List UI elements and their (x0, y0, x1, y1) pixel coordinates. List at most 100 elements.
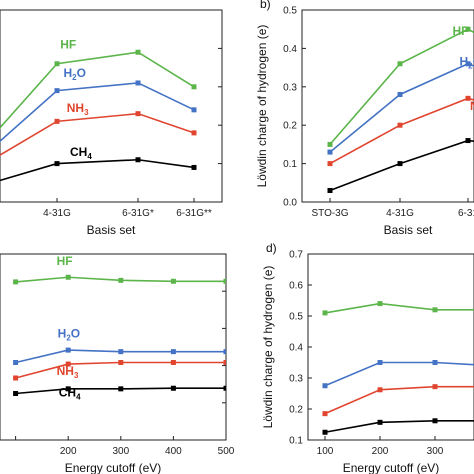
data-point-h2o (65, 347, 71, 353)
panel-3: 200 300 400 500 Energy cutoff (eV) HF H2O NH3 CH… (0, 253, 235, 474)
panel-2: 0.0 0.1 0.2 0.3 0.4 0.5 STO-3G 4-31G 6-31 Basis s… (255, 0, 474, 237)
data-point-nh3 (13, 375, 19, 381)
x-axis-title: Basis set (384, 223, 433, 237)
data-point-h2o (223, 349, 226, 355)
data-point-nh3 (322, 411, 328, 417)
series-line-hf (329, 28, 474, 145)
x-axis-title: Energy cutoff (eV) (343, 461, 440, 474)
series-line-nh3 (329, 97, 474, 165)
y-tick-label: 0.5 (289, 312, 303, 323)
series-label-h2o: H2O (460, 55, 474, 71)
y-tick-label: 0.2 (289, 405, 303, 416)
series-line-ch4 (329, 139, 474, 192)
series-label-hf: HF (60, 37, 76, 51)
x-tick-label: 6-31 (458, 208, 474, 219)
data-point-h2o (327, 149, 333, 155)
data-point-h2o (322, 383, 328, 389)
series-label-hf: HF (57, 254, 73, 268)
data-point-hf (223, 278, 226, 284)
x-tick-label: 100 (317, 446, 334, 457)
series-label-nh3: NH3 (57, 364, 79, 380)
data-point-hf (397, 61, 403, 67)
series-line-nh3 (0, 112, 195, 156)
data-point-hf (135, 49, 141, 55)
series-label-hf: HF (453, 24, 469, 38)
x-tick-label: 300 (112, 446, 129, 457)
data-point-nh3 (377, 387, 383, 393)
data-point-ch4 (465, 138, 471, 144)
data-point-ch4 (377, 419, 383, 425)
data-point-nh3 (54, 118, 60, 124)
data-point-ch4 (397, 161, 403, 167)
series-line-ch4 (0, 158, 195, 182)
series-label-nh3: NH3 (470, 99, 474, 115)
data-point-ch4 (65, 386, 71, 392)
plot-frame (301, 9, 474, 203)
data-point-ch4 (170, 385, 176, 391)
panel-1: 4-31G 6-31G* 6-31G** Basis set HF H2O NH3 CH4 (0, 9, 223, 237)
data-point-h2o (135, 80, 141, 86)
series-label-h2o: H2O (64, 66, 86, 82)
data-point-h2o (54, 88, 60, 94)
x-tick-label: 200 (372, 446, 389, 457)
y-tick-label: 0.6 (289, 281, 303, 292)
series-label-ch4: CH4 (70, 145, 92, 161)
x-axis-title: Basis set (87, 223, 136, 237)
data-point-ch4 (322, 429, 328, 435)
data-point-nh3 (191, 130, 197, 136)
x-tick-label: STO-3G (311, 208, 348, 219)
data-point-ch4 (13, 391, 19, 396)
data-point-hf (54, 61, 60, 67)
x-tick-label: 4-31G (43, 208, 71, 219)
data-point-hf (170, 278, 176, 284)
panel-label: d) (266, 241, 277, 255)
data-point-h2o (13, 360, 19, 365)
y-tick-label: 0.4 (289, 343, 303, 354)
data-point-h2o (432, 360, 438, 365)
x-axis-title: Energy cutoff (eV) (65, 461, 162, 474)
data-point-h2o (397, 91, 403, 97)
data-point-nh3 (465, 95, 471, 101)
data-point-h2o (377, 360, 383, 365)
data-point-ch4 (327, 187, 333, 193)
data-point-ch4 (432, 418, 438, 424)
data-point-hf (465, 26, 471, 32)
y-tick-label: 0.1 (283, 159, 297, 170)
x-tick-label: 200 (60, 446, 77, 457)
data-point-ch4 (135, 157, 141, 163)
panel-4: 0.1 0.2 0.3 0.4 0.5 0.6 0.7 100 200 300 Energy cut… (261, 241, 474, 474)
y-axis-title: Löwdin charge of hydrogen (e) (261, 266, 275, 429)
data-point-hf (327, 141, 333, 147)
data-point-hf (65, 274, 71, 280)
y-tick-label: 0.1 (289, 436, 303, 447)
y-tick-label: 0.3 (283, 82, 297, 93)
data-point-hf (191, 84, 197, 90)
y-tick-label: 0.3 (289, 374, 303, 385)
data-point-hf (377, 301, 383, 307)
series-label-ch4: CH4 (59, 386, 81, 402)
series-line-hf (0, 51, 195, 129)
x-tick-label: 4-31G (386, 208, 414, 219)
data-point-ch4 (223, 385, 226, 391)
data-point-nh3 (327, 161, 333, 167)
data-point-h2o (191, 107, 197, 113)
data-point-h2o (465, 61, 471, 67)
data-point-hf (118, 277, 124, 283)
series-line-h2o (329, 62, 474, 153)
x-tick-label: 300 (427, 446, 444, 457)
data-point-nh3 (223, 360, 226, 365)
data-point-h2o (170, 349, 176, 355)
data-point-hf (322, 310, 328, 316)
data-point-ch4 (54, 161, 60, 167)
series-label-h2o: H2O (58, 327, 80, 343)
data-point-ch4 (191, 164, 197, 170)
data-point-nh3 (170, 360, 176, 365)
panel-label: b) (260, 0, 271, 11)
y-tick-label: 0.2 (283, 121, 297, 132)
series-group: HF H2O NH3 CH4 (13, 254, 226, 402)
data-point-nh3 (118, 360, 124, 365)
